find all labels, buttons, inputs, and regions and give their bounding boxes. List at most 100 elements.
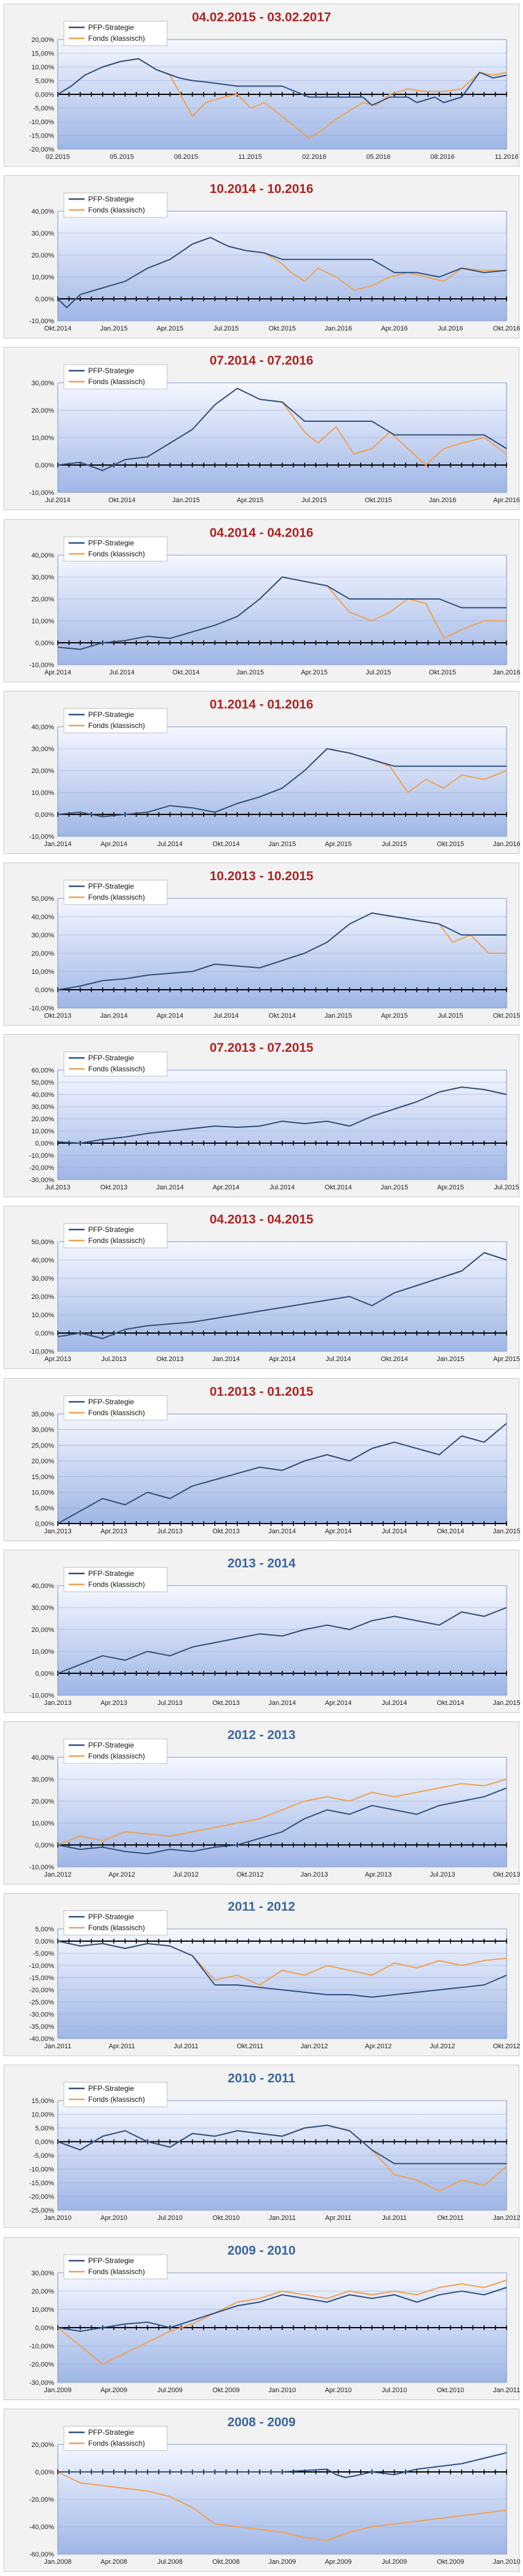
x-tick-label: Jul.2013 [158,1699,183,1707]
x-tick-label: 11.2016 [495,153,519,161]
series-line-strategy [57,1087,507,1144]
legend-label-fund: Fonds (klassisch) [88,1580,145,1589]
x-tick-label: 08.2016 [431,153,455,161]
y-tick-label: 15,00% [32,51,55,58]
y-tick-label: 20,00% [32,2441,55,2449]
y-tick-label: 40,00% [32,724,55,731]
x-tick-label: Jul.2014 [213,1012,239,1020]
y-tick-label: -10,00% [29,1152,54,1160]
series-line-strategy [57,1787,507,1855]
plot-area [57,1757,507,1867]
x-tick-label: Jan.2014 [156,1184,184,1191]
y-tick-label: -5,00% [33,2152,54,2160]
plot-area [57,555,507,665]
legend-label-strategy: PFP-Strategie [88,23,134,32]
legend-box [63,21,168,46]
y-tick-label: 10,00% [32,274,55,281]
series-line-strategy [57,1423,507,1524]
chart-panel: 04.2013 - 04.2015 50,00% 40,00% 30,00% 20,00… [4,1206,520,1370]
y-tick-label: 30,00% [32,574,55,581]
x-tick-label: Apr.2015 [437,1184,464,1191]
y-tick-label: -20,00% [29,2194,54,2201]
plot-area [57,726,507,837]
x-tick-label: 08.2015 [174,153,198,161]
x-tick-label: Jul.2014 [325,1356,351,1363]
x-tick-label: Apr.2013 [44,1356,71,1363]
plot-area [57,1413,507,1524]
chart-panel: 01.2013 - 01.2015 35,00% 30,00% 25,00% 20,00… [4,1377,521,1541]
y-tick-label: -30,00% [29,1177,54,1184]
x-tick-label: Jul.2013 [430,1871,455,1878]
chart-title: 01.2014 - 01.2016 [209,697,314,712]
x-tick-label: Apr.2008 [100,2558,127,2566]
x-tick-label: Jul.2014 [382,1699,407,1707]
x-tick-label: Apr.2009 [100,2387,127,2394]
x-tick-label: Apr.2011 [325,2214,352,2222]
y-tick-label: 40,00% [32,1257,55,1264]
x-tick-label: Jan.2011 [493,2387,520,2394]
y-tick-label: -20,00% [29,2496,54,2504]
y-tick-label: -10,00% [29,1864,54,1871]
x-tick-label: 11.2015 [238,153,262,161]
legend-label-fund: Fonds (klassisch) [88,206,145,214]
legend-label-strategy: PFP-Strategie [88,1225,134,1234]
y-tick-label: 10,00% [32,1128,55,1135]
x-tick-label: Okt.2010 [212,2214,240,2222]
legend-label-fund: Fonds (klassisch) [88,1236,145,1245]
legend-label-fund: Fonds (klassisch) [88,2267,145,2276]
legend-label-fund: Fonds (klassisch) [88,2095,145,2104]
x-tick-label: Jul.2011 [382,2214,407,2222]
y-tick-label: 0,00% [35,296,54,303]
y-tick-label: -15,00% [29,133,54,140]
y-tick-label: -25,00% [29,1999,54,2006]
series-line-strategy [57,1252,507,1340]
y-tick-label: 40,00% [32,914,55,921]
y-tick-label: 0,00% [35,1140,54,1147]
chart-panel: 2012 - 2013 40,00% 30,00% 20,00% 10,00% 0,00%… [4,1721,520,1885]
line-chart: 30,00% 20,00% 10,00% 0,00% -10,00%Jul.2014 Ok… [29,365,520,504]
x-tick-label: Jan.2014 [268,1528,296,1535]
legend-box [63,2082,168,2107]
chart-panel: 2009 - 2010 30,00% 20,00% 10,00% 0,00% -10,00… [4,2236,520,2400]
y-tick-label: 20,00% [32,1293,55,1301]
legend-box [63,1051,168,1077]
y-tick-label: -10,00% [29,119,54,126]
x-tick-label: Jul.2014 [158,841,183,848]
x-tick-label: Okt.2013 [100,1184,128,1191]
y-tick-label: 5,00% [35,1505,54,1512]
x-tick-label: Okt.2015 [365,497,392,504]
x-tick-label: Apr.2011 [109,2043,135,2050]
legend-label-fund: Fonds (klassisch) [88,377,145,386]
y-tick-label: 0,00% [35,987,54,994]
series-line-strategy [57,2286,507,2332]
y-tick-label: 20,00% [32,1798,55,1805]
x-tick-label: Jul.2009 [158,2387,183,2394]
x-tick-label: Jan.2009 [268,2558,296,2566]
y-tick-label: 40,00% [32,208,55,215]
x-tick-label: Jan.2011 [269,2214,296,2222]
x-tick-label: Jan.2010 [493,2558,520,2566]
x-tick-label: Jul.2010 [158,2214,183,2222]
x-tick-label: Jan.2016 [493,841,520,848]
chart-title: 2013 - 2014 [227,1556,296,1570]
y-tick-label: 20,00% [32,252,55,259]
x-tick-label: Okt.2014 [173,669,200,676]
chart-panel: 10.2013 - 10.2015 50,00% 40,00% 30,00% 20,00… [4,863,520,1026]
y-tick-label: -5,00% [33,1950,54,1958]
x-tick-label: Jan.2015 [268,841,296,848]
x-tick-label: Apr.2015 [301,669,328,676]
x-tick-label: 05.2015 [110,153,134,161]
plot-area [57,211,507,321]
x-tick-label: Apr.2010 [325,2387,352,2394]
y-tick-label: 0,00% [35,1521,54,1528]
legend-box [63,2254,168,2279]
y-tick-label: 35,00% [32,1411,55,1418]
line-chart: 40,00%30,00%20,00%10,00%0,00%-10,00%Apr.… [29,536,521,676]
x-tick-label: Jan.2008 [44,2558,71,2566]
y-tick-label: 20,00% [32,2288,55,2295]
x-tick-label: Apr.2014 [325,1528,352,1535]
y-tick-label: -25,00% [29,2207,54,2214]
x-tick-label: Okt.2014 [381,1356,408,1363]
x-tick-label: Apr.2014 [269,1356,296,1363]
series-line-strategy [57,1941,507,1998]
